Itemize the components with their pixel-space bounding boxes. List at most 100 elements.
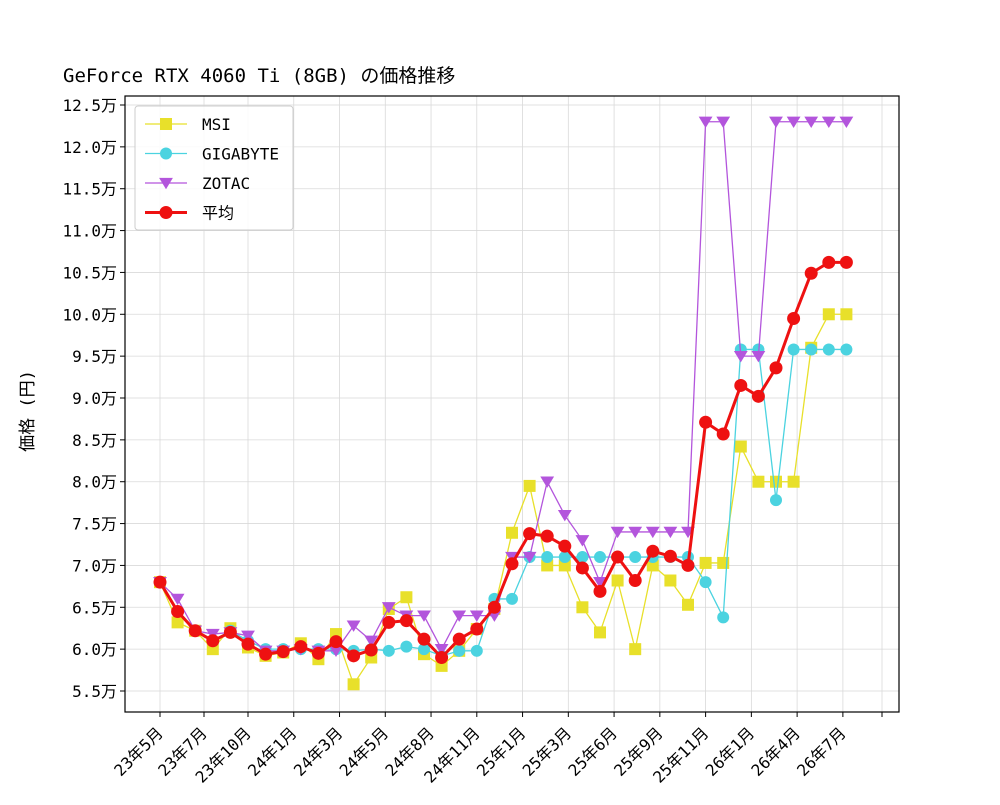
data-point-average [259, 647, 273, 661]
data-point-average [523, 527, 537, 541]
x-tick-label: 24年3月 [290, 723, 347, 780]
data-point-msi [646, 559, 659, 572]
data-point-average [294, 640, 308, 654]
data-point-average [593, 584, 607, 598]
y-tick-label: 6.0万 [72, 640, 117, 659]
data-point-average [628, 573, 642, 587]
series-line-msi [159, 313, 847, 685]
data-point-zotac [241, 630, 255, 642]
data-point-gigabyte [506, 592, 518, 605]
data-point-zotac [170, 593, 185, 606]
data-point-average [751, 389, 765, 403]
data-point-gigabyte [453, 644, 466, 657]
data-point-gigabyte [594, 551, 606, 564]
grid-lines [125, 96, 899, 712]
y-tick-label: 12.5万 [62, 96, 117, 115]
data-point-average [311, 646, 325, 660]
data-point-zotac [522, 551, 537, 564]
x-tick-label: 26年4月 [747, 723, 804, 780]
legend-marker-gigabyte [160, 147, 172, 160]
data-point-zotac [329, 645, 343, 658]
data-point-average [223, 625, 237, 639]
y-tick-label: 10.0万 [62, 305, 117, 324]
data-point-average [769, 361, 783, 375]
data-point-zotac [469, 610, 484, 622]
data-point-zotac [716, 116, 731, 128]
data-point-gigabyte [787, 343, 800, 356]
y-tick-label: 7.5万 [72, 515, 117, 534]
y-tick-label: 9.0万 [72, 389, 117, 408]
data-point-zotac [346, 620, 361, 632]
data-point-msi [734, 440, 747, 453]
data-point-average [470, 622, 484, 636]
series-layer [153, 116, 854, 691]
x-tick-label: 24年5月 [336, 723, 393, 780]
data-point-average [505, 557, 519, 571]
data-point-gigabyte [382, 644, 395, 657]
y-tick-label: 11.5万 [62, 180, 117, 199]
data-point-msi [787, 475, 800, 488]
data-point-msi [400, 591, 413, 604]
data-point-average [435, 651, 449, 665]
y-tick-label: 5.5万 [72, 682, 117, 701]
data-point-zotac [575, 535, 590, 547]
data-point-msi [506, 526, 518, 539]
data-point-average [558, 539, 572, 553]
data-point-average [681, 558, 695, 572]
data-point-zotac [610, 526, 625, 539]
data-point-average [364, 643, 378, 657]
data-point-gigabyte [699, 576, 712, 589]
data-point-msi [541, 559, 554, 572]
data-point-msi [594, 626, 606, 639]
data-point-zotac [593, 576, 607, 589]
data-point-zotac [821, 116, 836, 128]
data-point-gigabyte [470, 644, 483, 657]
data-point-average [787, 311, 801, 325]
data-point-average [329, 635, 343, 649]
data-point-average [839, 255, 853, 269]
data-point-msi [558, 559, 571, 572]
y-tick-label: 8.0万 [72, 473, 117, 492]
x-axis: 23年5月23年7月23年10月24年1月24年3月24年5月24年8月24年1… [110, 712, 883, 787]
data-point-average [347, 649, 361, 663]
y-axis-title: 価格 (円) [18, 370, 38, 452]
data-point-average [646, 544, 660, 558]
data-point-msi [347, 678, 360, 691]
data-point-msi [752, 475, 765, 488]
data-point-zotac [381, 602, 396, 614]
series-line-gigabyte [159, 348, 847, 657]
legend-marker-average [159, 206, 173, 219]
series-average [153, 255, 853, 665]
data-point-gigabyte [822, 343, 835, 356]
data-point-gigabyte [840, 343, 853, 356]
data-point-average [417, 632, 431, 646]
legend: MSI GIGABYTE ZOTAC 平均 [134, 105, 294, 231]
data-point-zotac [645, 526, 660, 539]
data-point-msi [699, 556, 712, 569]
data-point-average [487, 600, 501, 614]
data-point-msi [611, 574, 624, 587]
data-point-msi [171, 616, 184, 629]
data-point-gigabyte [418, 643, 430, 656]
legend-label-average: 平均 [202, 204, 234, 223]
data-point-gigabyte [805, 343, 818, 356]
data-point-gigabyte [558, 551, 571, 564]
x-tick-label: 24年1月 [244, 723, 301, 780]
legend-box [134, 105, 294, 231]
data-point-zotac [769, 116, 783, 128]
data-point-average [575, 561, 589, 575]
series-line-average [158, 260, 847, 660]
data-point-gigabyte [717, 611, 730, 624]
data-point-average [399, 614, 413, 628]
data-point-average [822, 255, 836, 269]
chart-title: GeForce RTX 4060 Ti (8GB) の価格推移 [63, 65, 455, 87]
x-tick-label: 25年1月 [473, 723, 530, 780]
data-point-average [663, 549, 677, 563]
data-point-zotac [786, 116, 801, 128]
data-point-average [382, 615, 396, 629]
legend-label-gigabyte: GIGABYTE [202, 145, 279, 164]
data-point-gigabyte [576, 551, 589, 564]
data-point-average [611, 550, 625, 564]
y-tick-label: 7.0万 [72, 556, 117, 575]
